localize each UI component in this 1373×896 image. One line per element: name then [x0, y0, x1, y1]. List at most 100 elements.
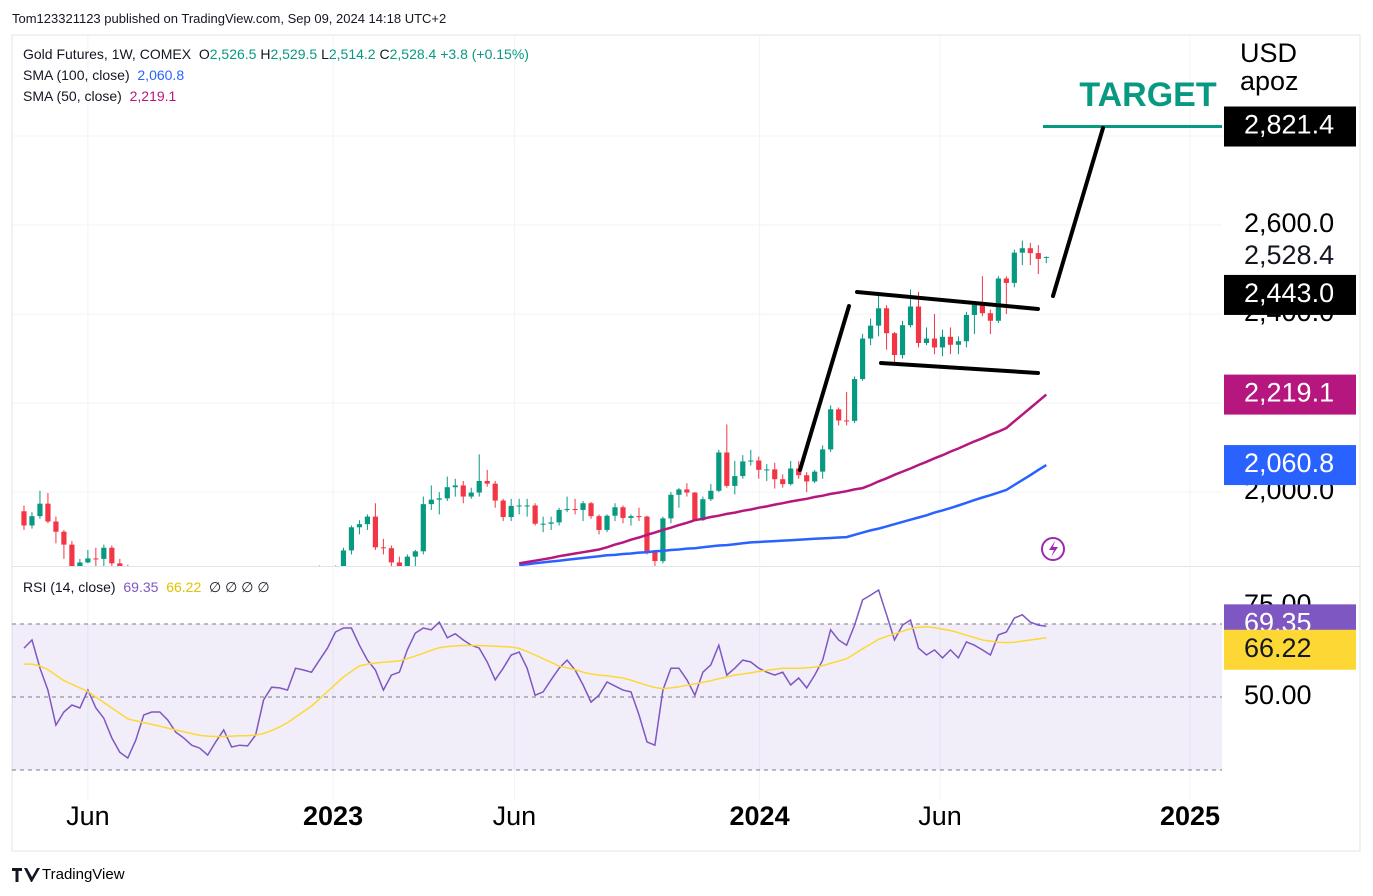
candle-body [500, 500, 506, 518]
candle-body [859, 338, 866, 380]
candle-body [205, 613, 210, 616]
ohlc-key: O [198, 46, 210, 62]
candle-body [444, 487, 450, 499]
alert-icon[interactable] [1041, 537, 1065, 561]
brand-logo [12, 868, 40, 882]
candle-body [828, 409, 834, 450]
price-badge [1224, 274, 1356, 315]
rsi-extra-label: ∅ [241, 579, 254, 595]
candle-body [388, 548, 394, 563]
x-tick-label: 2025 [1160, 801, 1220, 831]
flag-upper-line [855, 290, 1040, 311]
candle-body [748, 460, 754, 462]
published-note: Tom123321123 published on TradingView.co… [12, 11, 447, 26]
change: +3.8 (+0.15%) [440, 46, 529, 62]
candle-body [293, 602, 298, 603]
candle-body [652, 551, 658, 562]
candle-body [915, 306, 922, 344]
candle-body [636, 516, 642, 518]
candle-body [700, 499, 706, 521]
x-tick-label: 2023 [303, 801, 363, 831]
candle-body [317, 577, 322, 581]
candle-body [101, 547, 107, 559]
candle-body [867, 325, 874, 339]
ohlc-value: 2,528.4 [389, 46, 437, 62]
price-badge-label: 2,821.4 [1244, 110, 1334, 140]
candle-body [588, 503, 594, 517]
candle-body [61, 531, 67, 545]
candle-body [923, 338, 930, 344]
candle-body [93, 558, 99, 560]
candle-body [436, 498, 442, 500]
candle-body [325, 579, 330, 581]
candle-body [404, 556, 410, 566]
candle-body [764, 469, 770, 471]
x-tick-label: 2024 [730, 801, 790, 831]
candle-body [476, 480, 482, 493]
candle-body [724, 452, 730, 486]
candle-body [508, 505, 514, 518]
candle-body [756, 460, 762, 470]
candle-body [820, 449, 826, 472]
candle-body [875, 308, 882, 326]
candle-body [955, 341, 962, 345]
candle-body [364, 516, 371, 525]
projection-line [1051, 126, 1105, 298]
candle-body [309, 577, 314, 578]
candle-body [1027, 248, 1033, 254]
candle-body [907, 306, 914, 326]
price-badge-label: 66.22 [1244, 633, 1312, 663]
candle-body [380, 547, 386, 549]
series-line [24, 626, 1047, 738]
alert-circle[interactable] [1041, 537, 1065, 561]
price-badge [1224, 445, 1356, 486]
candle-body [668, 494, 674, 519]
price-badge [1224, 106, 1356, 147]
candle-body [109, 547, 115, 564]
candle-body [844, 420, 850, 422]
price-badge-label: 2,219.1 [1244, 378, 1334, 408]
rsi-value: 69.35 [123, 579, 159, 595]
price-badge-label: 2,443.0 [1244, 278, 1334, 308]
candle-body [556, 509, 562, 523]
candle-body [692, 492, 698, 521]
ohlc-values: O2,526.5 H2,529.5 L2,514.2 C2,528.4 [191, 46, 436, 62]
sma100-legend: SMA (100, close) 2,060.8 [23, 67, 184, 83]
candle-body [676, 489, 682, 495]
brand: TradingView [12, 866, 125, 883]
price-badge [1224, 629, 1356, 670]
candle-body [780, 479, 786, 485]
candle-body [620, 507, 626, 518]
candle-body [340, 550, 347, 566]
axis-note[interactable]: apoz [1240, 66, 1299, 96]
sma-value: 2,219.1 [129, 88, 177, 104]
rsi-ma-value: 66.22 [166, 579, 202, 595]
x-tick-label: Jun [493, 801, 537, 831]
target-annotation: TARGET [1079, 76, 1216, 114]
candle-body [836, 409, 842, 421]
y-tick-label: 2,600.0 [1244, 208, 1334, 238]
drawings [798, 126, 1105, 472]
candle-body [947, 336, 954, 345]
candle-body [548, 522, 554, 524]
rsi-name[interactable]: RSI (14, close) [23, 579, 116, 595]
ohlc-value: 2,526.5 [209, 46, 257, 62]
symbol[interactable]: Gold Futures, 1W, COMEX [23, 46, 192, 62]
alert-bolt[interactable] [1049, 541, 1058, 557]
candle-body [812, 471, 818, 482]
candle-body [708, 490, 714, 500]
candle-body [788, 468, 794, 485]
candle-body [1003, 278, 1009, 283]
currency[interactable]: USD [1240, 38, 1297, 68]
sma-name[interactable]: SMA (50, close) [23, 88, 122, 104]
candle-body [804, 475, 810, 482]
ohlc-key: L [321, 46, 329, 62]
candle-body [580, 503, 586, 510]
candle-body [572, 509, 578, 511]
brand-name: TradingView [42, 866, 125, 883]
ohlc-value: 2,529.5 [270, 46, 318, 62]
sma-name[interactable]: SMA (100, close) [23, 67, 130, 83]
candle-body [899, 325, 906, 356]
candle-body [484, 480, 490, 484]
